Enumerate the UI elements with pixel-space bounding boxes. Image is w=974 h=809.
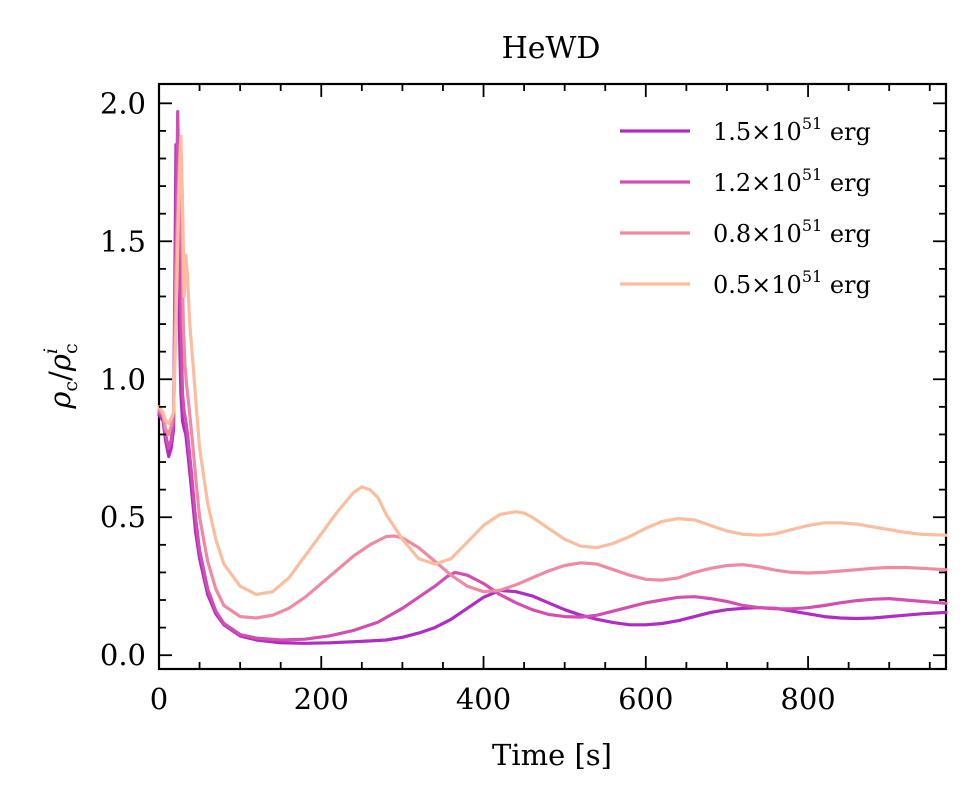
legend-label-1: 1.5×1051 erg [713, 114, 871, 146]
plot-frame [157, 82, 948, 671]
y-label-sub-2: c [60, 343, 82, 354]
y-label-sub-1: c [60, 381, 82, 392]
y-tick-label: 1.5 [100, 224, 146, 258]
legend-label-2: 1.2×1051 erg [713, 165, 871, 197]
y-tick-label: 0.5 [100, 500, 146, 534]
y-tick-label: 1.0 [100, 362, 146, 396]
y-label-sup: i [40, 348, 62, 354]
y-label-rho-2: ρ [43, 354, 77, 372]
y-tick-label: 0.0 [100, 638, 146, 672]
x-tick-label: 400 [456, 682, 511, 716]
legend-label-4: 0.5×1051 erg [713, 267, 871, 299]
y-tick-labels: 0.0 0.5 1.0 1.5 2.0 [100, 86, 146, 672]
y-label-slash: / [43, 371, 77, 381]
y-tick-label: 2.0 [100, 86, 146, 120]
ticks-layer [158, 84, 946, 669]
series-layer [157, 110, 948, 645]
x-tick-label: 600 [618, 682, 673, 716]
legend-label-3: 0.8×1051 erg [713, 216, 871, 248]
x-tick-label: 0 [150, 682, 168, 716]
x-tick-label: 200 [294, 682, 349, 716]
svg-text:ρc/ρic: ρc/ρic [40, 343, 82, 409]
series-line-3 [157, 143, 948, 620]
y-label-rho-1: ρ [43, 392, 77, 410]
chart-title: HeWD [502, 31, 601, 66]
x-tick-label: 800 [780, 682, 835, 716]
legend: 1.5×1051 erg 1.2×1051 erg 0.8×1051 erg 0.5×… [620, 114, 871, 299]
x-tick-labels: 0 200 400 600 800 [150, 682, 836, 716]
series-line-4 [157, 134, 948, 597]
x-axis-label: Time [s] [492, 738, 612, 772]
y-axis-label: ρc/ρic [40, 343, 82, 409]
